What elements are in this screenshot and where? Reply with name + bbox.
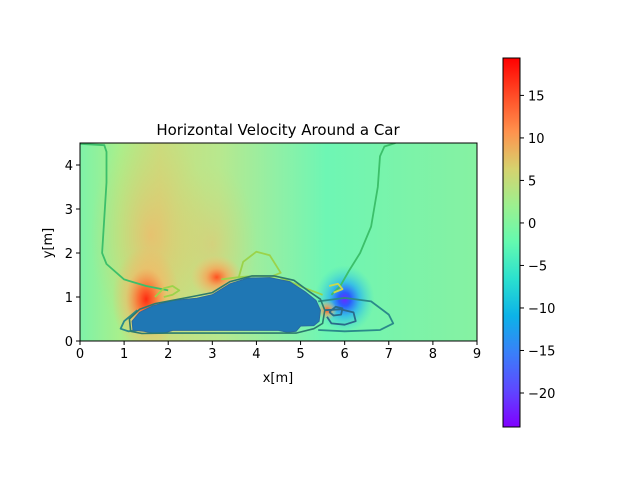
colorbar-tick-label-10: 10 [528,132,545,147]
x-tick-label-8: 8 [429,347,437,362]
x-tick-label-5: 5 [296,347,304,362]
contour-wake-outer [318,297,395,333]
colorbar-tick-label--20: −20 [528,387,555,402]
colorbar-bar [502,57,521,428]
colorbar: 15 10 5 0 −5 −10 −15 −20 [502,57,555,428]
x-tick-label-0: 0 [76,347,84,362]
colorbar-tick-label-5: 5 [528,174,536,189]
colorbar-tick-label-0: 0 [528,217,536,232]
colorbar-tick-label--5: −5 [528,259,547,274]
colorbar-tick-label-15: 15 [528,89,545,104]
plot-area [80,143,477,341]
x-tick-label-1: 1 [120,347,128,362]
chart-title: Horizontal Velocity Around a Car [156,121,400,139]
rear-suction-low [314,265,375,334]
y-tick-label-1: 1 [65,291,73,306]
x-tick-label-7: 7 [385,347,393,362]
y-tick-label-4: 4 [65,159,73,174]
contour-hood-loop [154,285,181,298]
contour-wake-inner [324,308,357,326]
colorbar-tick-label--15: −15 [528,344,555,359]
y-tick-label-3: 3 [65,203,73,218]
contour-outer-right [330,143,396,296]
x-axis: 0 1 2 3 4 5 6 7 8 9 [76,341,481,362]
front-stagnation-high [112,247,181,341]
x-tick-label-2: 2 [164,347,172,362]
colorbar-tick-label--10: −10 [528,302,555,317]
x-tick-label-6: 6 [341,347,349,362]
x-axis-label: x[m] [263,371,294,386]
y-tick-label-2: 2 [65,247,73,262]
x-tick-label-9: 9 [473,347,481,362]
contour-wake-small [328,305,344,317]
y-tick-label-0: 0 [65,335,73,350]
plot-frame [79,142,478,342]
y-axis-label: y[m] [41,228,56,259]
contour-roof-bubble [237,250,282,279]
x-tick-label-4: 4 [252,347,260,362]
contour-rear-yellow [328,282,344,294]
x-tick-label-3: 3 [208,347,216,362]
contour-car-boundary [128,275,326,335]
contour-outer-left [80,143,169,292]
y-axis: 0 1 2 3 4 [65,159,80,350]
